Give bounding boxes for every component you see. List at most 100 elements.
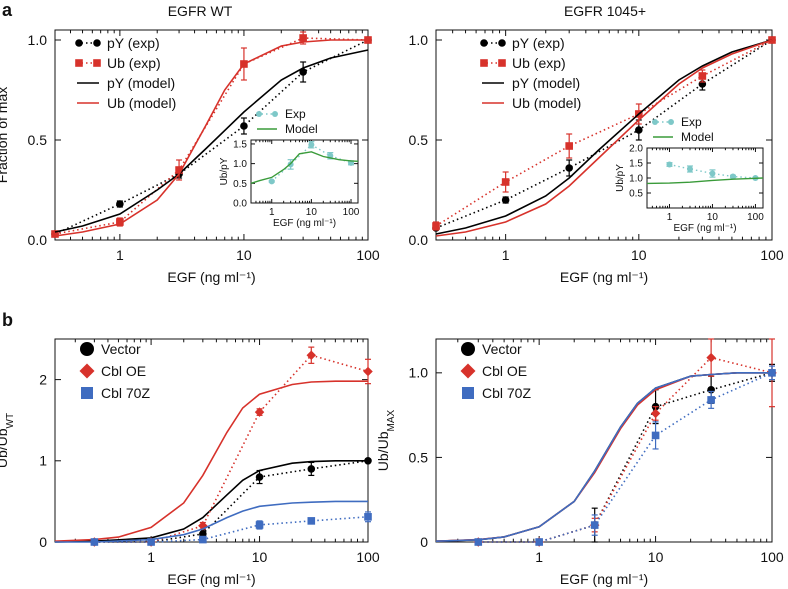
chart-2-inset-series-exp-line: [669, 163, 756, 179]
chart-1-x-axis-label: EGF (ng ml⁻¹): [167, 269, 255, 285]
chart-3-y-tick-label: 0: [39, 534, 47, 550]
chart-2-series-ub-exp-point: [501, 178, 510, 186]
chart-4-series-cbl-70z-point: [474, 538, 483, 546]
chart-1-series-py-model-curve: [54, 49, 369, 233]
chart-2-inset-series-exp-point: [686, 166, 693, 172]
chart-3-legend-label: Cbl 70Z: [101, 385, 150, 401]
chart-3-series-vector-model-curve: [54, 459, 368, 543]
chart-4-series-cbl-70z-point: [707, 396, 715, 404]
chart-2-inset-legend-item-marker: [668, 119, 674, 125]
chart-2-inset-x-axis-label: EGF (ng ml⁻¹): [673, 223, 736, 234]
chart-2-x-tick-label: 1: [502, 247, 510, 263]
chart-2-series-py-exp-point: [501, 196, 510, 204]
chart-1-x-tick-label: 1: [116, 247, 124, 263]
chart-2-inset-legend-item-label: Exp: [681, 115, 702, 129]
chart-1-series-py-exp-point: [116, 200, 124, 208]
chart-4-series-cbl-oe-point: [706, 352, 716, 363]
chart-3-series-cbl-70z-point: [147, 538, 155, 546]
chart-2-x-tick-label: 10: [631, 247, 647, 263]
chart-2-x-axis-label: EGF (ng ml⁻¹): [560, 269, 648, 285]
chart-2-legend-item-label: Ub (model): [512, 95, 581, 111]
chart-2-inset-y-tick-label: 2.0: [629, 144, 643, 155]
chart-1-legend-item-label: pY (exp): [107, 35, 160, 51]
chart-2-inset-series-exp-point: [709, 170, 716, 177]
chart-2-plot-frame: [435, 29, 773, 241]
chart-3-series-cbl-oe-model-curve: [54, 380, 368, 542]
chart-2-y-tick-label: 0.5: [409, 132, 429, 148]
chart-1-inset-y-tick-label: 1.0: [233, 159, 247, 170]
chart-3-series-cbl-70z-point: [307, 517, 316, 525]
chart-4-x-tick-label: 1: [535, 549, 543, 565]
chart-1-legend-item-marker: [93, 39, 101, 47]
chart-2-inset-series-model-curve: [646, 177, 764, 185]
chart-4-plot-frame: [435, 338, 773, 543]
chart-2-inset-x-tick-label: 10: [707, 212, 719, 223]
chart-3-legend-marker: [81, 387, 93, 399]
chart-2-inset-series-exp-point: [729, 173, 736, 180]
chart-3-plot-frame: [54, 338, 369, 543]
chart-4-x-tick-label: 100: [760, 549, 784, 565]
chart-2-series-py-exp-point: [565, 164, 573, 172]
chart-1-x-tick-label: 100: [356, 247, 380, 263]
chart-1-inset-series-exp-point: [268, 178, 275, 185]
chart-ub-max-ratio: 1 10 100 0 0.5 1.0 EGF (ng ml⁻¹) Ub/UbMAX Vector…: [375, 338, 784, 587]
chart-1-series-py-exp-line: [54, 39, 369, 235]
chart-1-legend-item-marker: [75, 39, 83, 47]
chart-1-inset-y-tick-label: 0.5: [233, 179, 247, 190]
chart-3-series-cbl-oe-point: [363, 366, 373, 377]
chart-3-y-axis-label-subscript: WT: [5, 413, 16, 429]
chart-4-series-cbl-70z-point: [651, 431, 660, 440]
chart-1-legend-item-marker: [93, 59, 101, 67]
chart-3-series-cbl-oe-point: [306, 350, 317, 360]
panel-letter-b: b: [2, 310, 13, 330]
chart-3-y-tick-label: 1: [39, 453, 47, 469]
chart-1-series-ub-exp-point: [175, 166, 183, 174]
chart-2-y-tick-label: 0.0: [409, 232, 429, 248]
chart-1-inset-x-tick-label: 100: [343, 207, 360, 218]
chart-2-y-tick-label: 1.0: [409, 32, 429, 48]
chart-2-series-ub-exp-line: [435, 39, 773, 227]
chart-4-y-axis-label-subscript: MAX: [386, 409, 397, 431]
chart-4-series-cbl-70z-line: [478, 372, 773, 543]
chart-1-inset-x-tick-label: 1: [269, 207, 275, 218]
chart-1-series-ub-exp-point: [51, 230, 59, 238]
chart-1-y-tick-label: 0.5: [28, 132, 48, 148]
chart-2-inset-x-tick-label: 100: [747, 212, 764, 223]
chart-1-inset-y-tick-label: 1.5: [233, 139, 247, 150]
chart-4-y-tick-label: 0.5: [409, 449, 429, 465]
chart-2-series-py-model-curve: [435, 39, 773, 235]
chart-3-y-tick-label: 2: [39, 372, 47, 388]
chart-4-y-tick-label: 0: [420, 534, 428, 550]
chart-3-series-cbl-oe-line: [94, 354, 369, 543]
chart-1-inset-legend-item-label: Model: [285, 122, 318, 136]
chart-2-legend-item-label: pY (model): [512, 75, 580, 91]
chart-1-inset-x-tick-label: 10: [306, 207, 318, 218]
chart-3-series-vector-point: [307, 465, 316, 473]
chart-1-legend-item-marker: [75, 59, 83, 67]
chart-4-series-cbl-oe-point: [650, 408, 661, 419]
chart-1-series-ub-exp-line: [54, 37, 369, 235]
chart-4-legend-label: Cbl 70Z: [482, 385, 531, 401]
chart-3-series-vector-point: [364, 457, 372, 465]
chart-4-legend-marker: [460, 363, 476, 379]
chart-3-series-cbl-70z-point: [199, 535, 207, 544]
chart-2-series-ub-exp-point: [565, 142, 573, 150]
chart-2-legend-item-marker: [498, 59, 506, 67]
chart-1-y-tick-label: 0.0: [28, 232, 48, 248]
chart-2-inset-series-exp-point: [666, 161, 673, 168]
chart-4-legend-label: Cbl OE: [482, 363, 527, 379]
chart-1-series-py-exp-point: [240, 122, 248, 130]
chart-3-x-tick-label: 10: [252, 549, 268, 565]
chart-2-legend-item-marker: [480, 39, 488, 47]
chart-2-inset-legend-item-label: Model: [681, 130, 714, 144]
chart-4-x-axis-label: EGF (ng ml⁻¹): [560, 571, 648, 587]
chart-3-y-axis-label: Ub/UbWT: [0, 413, 16, 468]
chart-4-legend-label: Vector: [482, 341, 522, 357]
chart-1-legend-item-label: pY (model): [107, 75, 175, 91]
chart-3-series-cbl-70z-point: [255, 521, 264, 529]
chart-4-x-tick-label: 10: [648, 549, 664, 565]
chart-2-inset-y-tick-label: 0.5: [629, 189, 643, 200]
chart-1-series-ub-exp-point: [299, 34, 307, 42]
chart-1-y-axis-label: Fraction of max: [0, 87, 10, 183]
chart-2-inset-background: [647, 148, 763, 208]
